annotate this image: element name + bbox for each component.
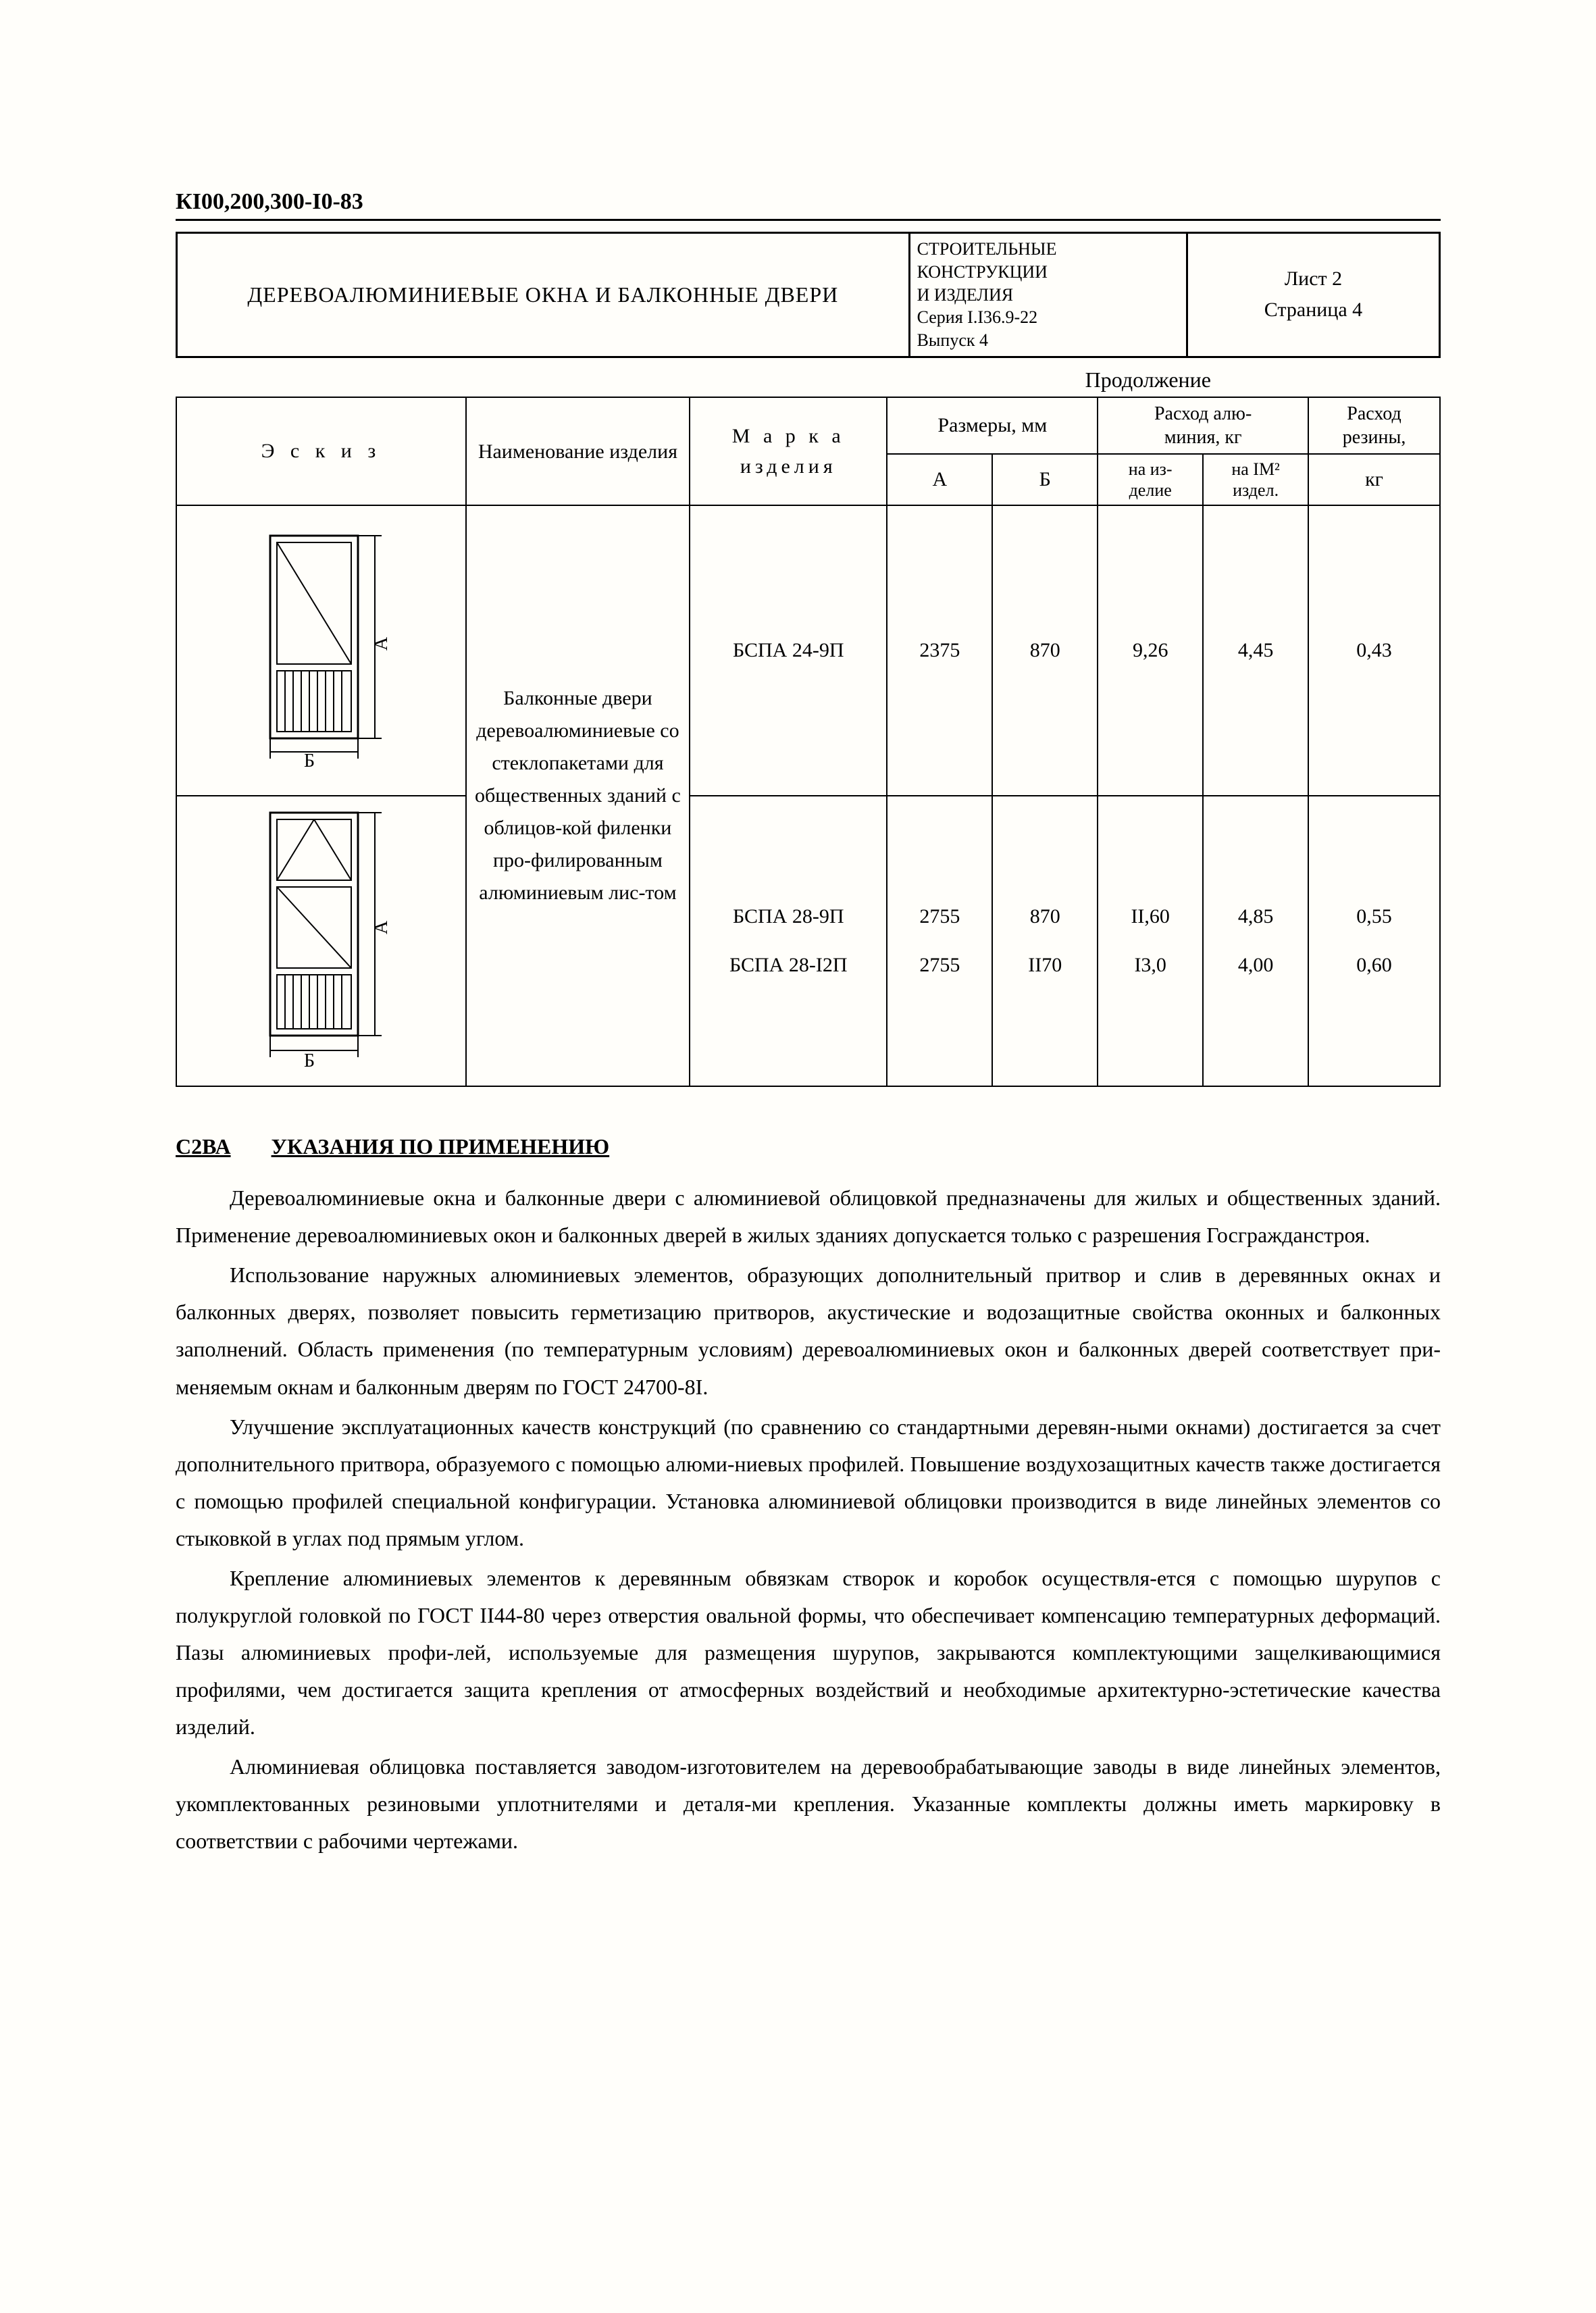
rubber-1: 0,55 0,60 [1308,796,1440,1086]
th-dim-b: Б [992,454,1098,505]
table-row: Б А БСПА 28-9П БСПА 28-I2П 2755 2755 870… [176,796,1440,1086]
header-block: ДЕРЕВОАЛЮМИНИЕВЫЕ ОКНА И БАЛКОННЫЕ ДВЕРИ… [176,232,1441,358]
door-sketch-icon: Б А [243,529,398,772]
dim-b-0: 870 [992,505,1098,796]
mark-1: БСПА 28-9П БСПА 28-I2П [690,796,887,1086]
svg-text:Б: Б [304,1050,315,1071]
svg-text:А: А [371,636,392,651]
sheet-number: Лист 2 [1198,263,1429,295]
spec-table: Э с к и з Наименование изделия М а р к а… [176,397,1441,1087]
section-heading: С2ВА УКАЗАНИЯ ПО ПРИМЕНЕНИЮ [176,1134,1441,1159]
document-page: КI00,200,300-I0-83 ДЕРЕВОАЛЮМИНИЕВЫЕ ОКН… [0,0,1596,2313]
header-page-info: Лист 2 Страница 4 [1187,233,1439,357]
svg-text:А: А [371,920,392,934]
header-series: СТРОИТЕЛЬНЫЕ КОНСТРУКЦИИ И ИЗДЕЛИЯ Серия… [909,233,1187,357]
door-sketch-icon: Б А [243,806,398,1076]
dim-a-1: 2755 2755 [887,796,992,1086]
th-rubber-unit: кг [1308,454,1440,505]
rubber-0: 0,43 [1308,505,1440,796]
alum-m2-1: 4,85 4,00 [1203,796,1308,1086]
paragraph: Улучшение эксплуатационных качеств конст… [176,1408,1441,1557]
th-alum: Расход алю- миния, кг [1098,397,1308,454]
alum-item-0: 9,26 [1098,505,1203,796]
page-number: Страница 4 [1198,295,1429,326]
th-alum-item: на из- делие [1098,454,1203,505]
eskiz-sketch-1: Б А [176,505,466,796]
dim-a-0: 2375 [887,505,992,796]
th-alum-m2: на IМ² издел. [1203,454,1308,505]
th-eskiz: Э с к и з [176,397,466,505]
continuation-label: Продолжение [176,367,1441,392]
th-name: Наименование изделия [466,397,690,505]
paragraph: Деревоалюминиевые окна и балконные двери… [176,1179,1441,1254]
section-title: УКАЗАНИЯ ПО ПРИМЕНЕНИЮ [272,1134,610,1159]
table-row: Б А Балконные двери деревоалюминиевые со… [176,505,1440,796]
paragraph: Крепление алюминиевых элементов к деревя… [176,1560,1441,1746]
th-rubber: Расход резины, [1308,397,1440,454]
document-id: КI00,200,300-I0-83 [176,189,1441,221]
svg-text:Б: Б [304,751,315,771]
header-title: ДЕРЕВОАЛЮМИНИЕВЫЕ ОКНА И БАЛКОННЫЕ ДВЕРИ [177,233,910,357]
alum-m2-0: 4,45 [1203,505,1308,796]
alum-item-1: II,60 I3,0 [1098,796,1203,1086]
th-dim-a: А [887,454,992,505]
th-dims: Размеры, мм [887,397,1098,454]
product-name: Балконные двери деревоалюминиевые со сте… [466,505,690,1086]
mark-0: БСПА 24-9П [690,505,887,796]
body-text: Деревоалюминиевые окна и балконные двери… [176,1179,1441,1860]
paragraph: Использование наружных алюминиевых элеме… [176,1256,1441,1405]
eskiz-sketch-2: Б А [176,796,466,1086]
section-code: С2ВА [176,1134,231,1159]
th-mark: М а р к а изделия [690,397,887,505]
dim-b-1: 870 II70 [992,796,1098,1086]
paragraph: Алюминиевая облицовка поставляется завод… [176,1748,1441,1860]
